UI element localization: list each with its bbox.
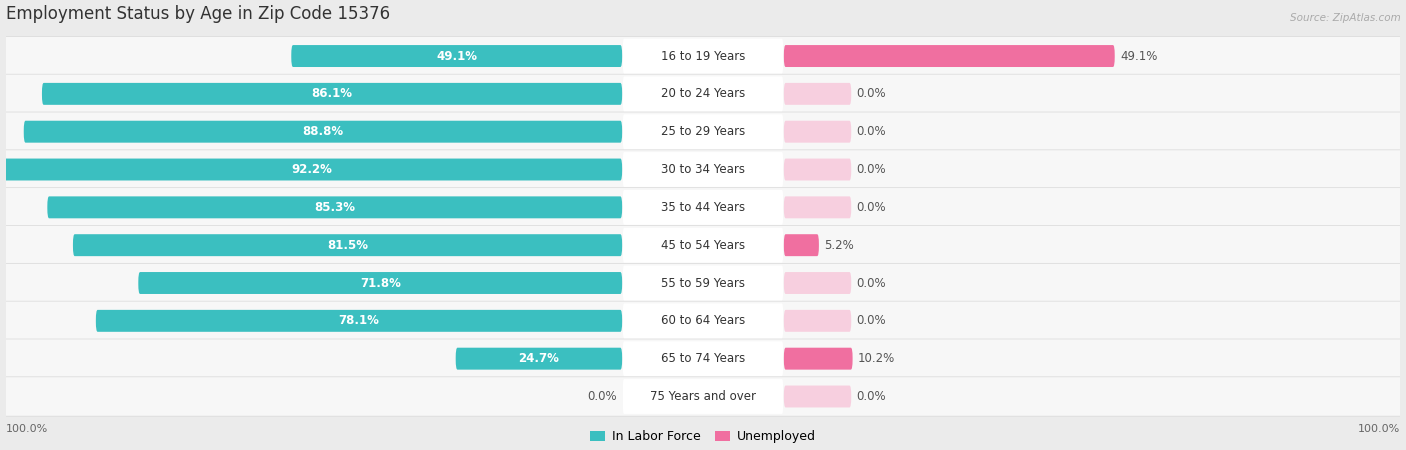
FancyBboxPatch shape [73,234,621,256]
Text: 78.1%: 78.1% [339,315,380,327]
FancyBboxPatch shape [785,121,851,143]
Text: 100.0%: 100.0% [1358,424,1400,434]
FancyBboxPatch shape [4,263,1402,303]
FancyBboxPatch shape [623,303,783,338]
FancyBboxPatch shape [623,266,783,301]
FancyBboxPatch shape [785,83,851,105]
Text: Employment Status by Age in Zip Code 15376: Employment Status by Age in Zip Code 153… [6,5,389,23]
Text: 24.7%: 24.7% [519,352,560,365]
FancyBboxPatch shape [623,379,783,414]
Text: 92.2%: 92.2% [291,163,332,176]
Text: 88.8%: 88.8% [302,125,343,138]
Text: 0.0%: 0.0% [588,390,617,403]
FancyBboxPatch shape [138,272,621,294]
FancyBboxPatch shape [785,272,851,294]
Text: 30 to 34 Years: 30 to 34 Years [661,163,745,176]
FancyBboxPatch shape [785,386,851,407]
FancyBboxPatch shape [48,196,621,218]
FancyBboxPatch shape [42,83,621,105]
Text: 100.0%: 100.0% [6,424,48,434]
Text: 5.2%: 5.2% [824,238,853,252]
Text: 16 to 19 Years: 16 to 19 Years [661,50,745,63]
FancyBboxPatch shape [623,114,783,149]
Text: 71.8%: 71.8% [360,276,401,289]
FancyBboxPatch shape [4,188,1402,227]
FancyBboxPatch shape [785,158,851,180]
FancyBboxPatch shape [96,310,621,332]
Text: 45 to 54 Years: 45 to 54 Years [661,238,745,252]
FancyBboxPatch shape [623,76,783,111]
Text: 0.0%: 0.0% [856,125,886,138]
FancyBboxPatch shape [4,74,1402,113]
FancyBboxPatch shape [1,158,621,180]
Text: 65 to 74 Years: 65 to 74 Years [661,352,745,365]
FancyBboxPatch shape [4,225,1402,265]
FancyBboxPatch shape [623,39,783,73]
Text: 20 to 24 Years: 20 to 24 Years [661,87,745,100]
Text: 0.0%: 0.0% [856,276,886,289]
Text: 35 to 44 Years: 35 to 44 Years [661,201,745,214]
Text: 86.1%: 86.1% [312,87,353,100]
FancyBboxPatch shape [4,301,1402,341]
Text: 49.1%: 49.1% [436,50,477,63]
Text: 0.0%: 0.0% [856,390,886,403]
FancyBboxPatch shape [291,45,621,67]
FancyBboxPatch shape [785,348,852,369]
Text: 60 to 64 Years: 60 to 64 Years [661,315,745,327]
Text: 75 Years and over: 75 Years and over [650,390,756,403]
FancyBboxPatch shape [456,348,621,369]
Text: 81.5%: 81.5% [328,238,368,252]
FancyBboxPatch shape [623,190,783,225]
FancyBboxPatch shape [4,112,1402,151]
Text: 0.0%: 0.0% [856,163,886,176]
FancyBboxPatch shape [785,45,1115,67]
FancyBboxPatch shape [4,36,1402,76]
Text: Source: ZipAtlas.com: Source: ZipAtlas.com [1289,13,1400,23]
Text: 0.0%: 0.0% [856,315,886,327]
Legend: In Labor Force, Unemployed: In Labor Force, Unemployed [585,425,821,448]
FancyBboxPatch shape [785,234,818,256]
Text: 0.0%: 0.0% [856,201,886,214]
Text: 10.2%: 10.2% [858,352,896,365]
FancyBboxPatch shape [623,341,783,376]
FancyBboxPatch shape [4,150,1402,189]
Text: 25 to 29 Years: 25 to 29 Years [661,125,745,138]
FancyBboxPatch shape [24,121,621,143]
FancyBboxPatch shape [623,228,783,263]
FancyBboxPatch shape [623,152,783,187]
Text: 0.0%: 0.0% [856,87,886,100]
FancyBboxPatch shape [785,196,851,218]
FancyBboxPatch shape [785,310,851,332]
Text: 55 to 59 Years: 55 to 59 Years [661,276,745,289]
Text: 49.1%: 49.1% [1121,50,1157,63]
FancyBboxPatch shape [4,339,1402,378]
Text: 85.3%: 85.3% [314,201,356,214]
FancyBboxPatch shape [4,377,1402,416]
